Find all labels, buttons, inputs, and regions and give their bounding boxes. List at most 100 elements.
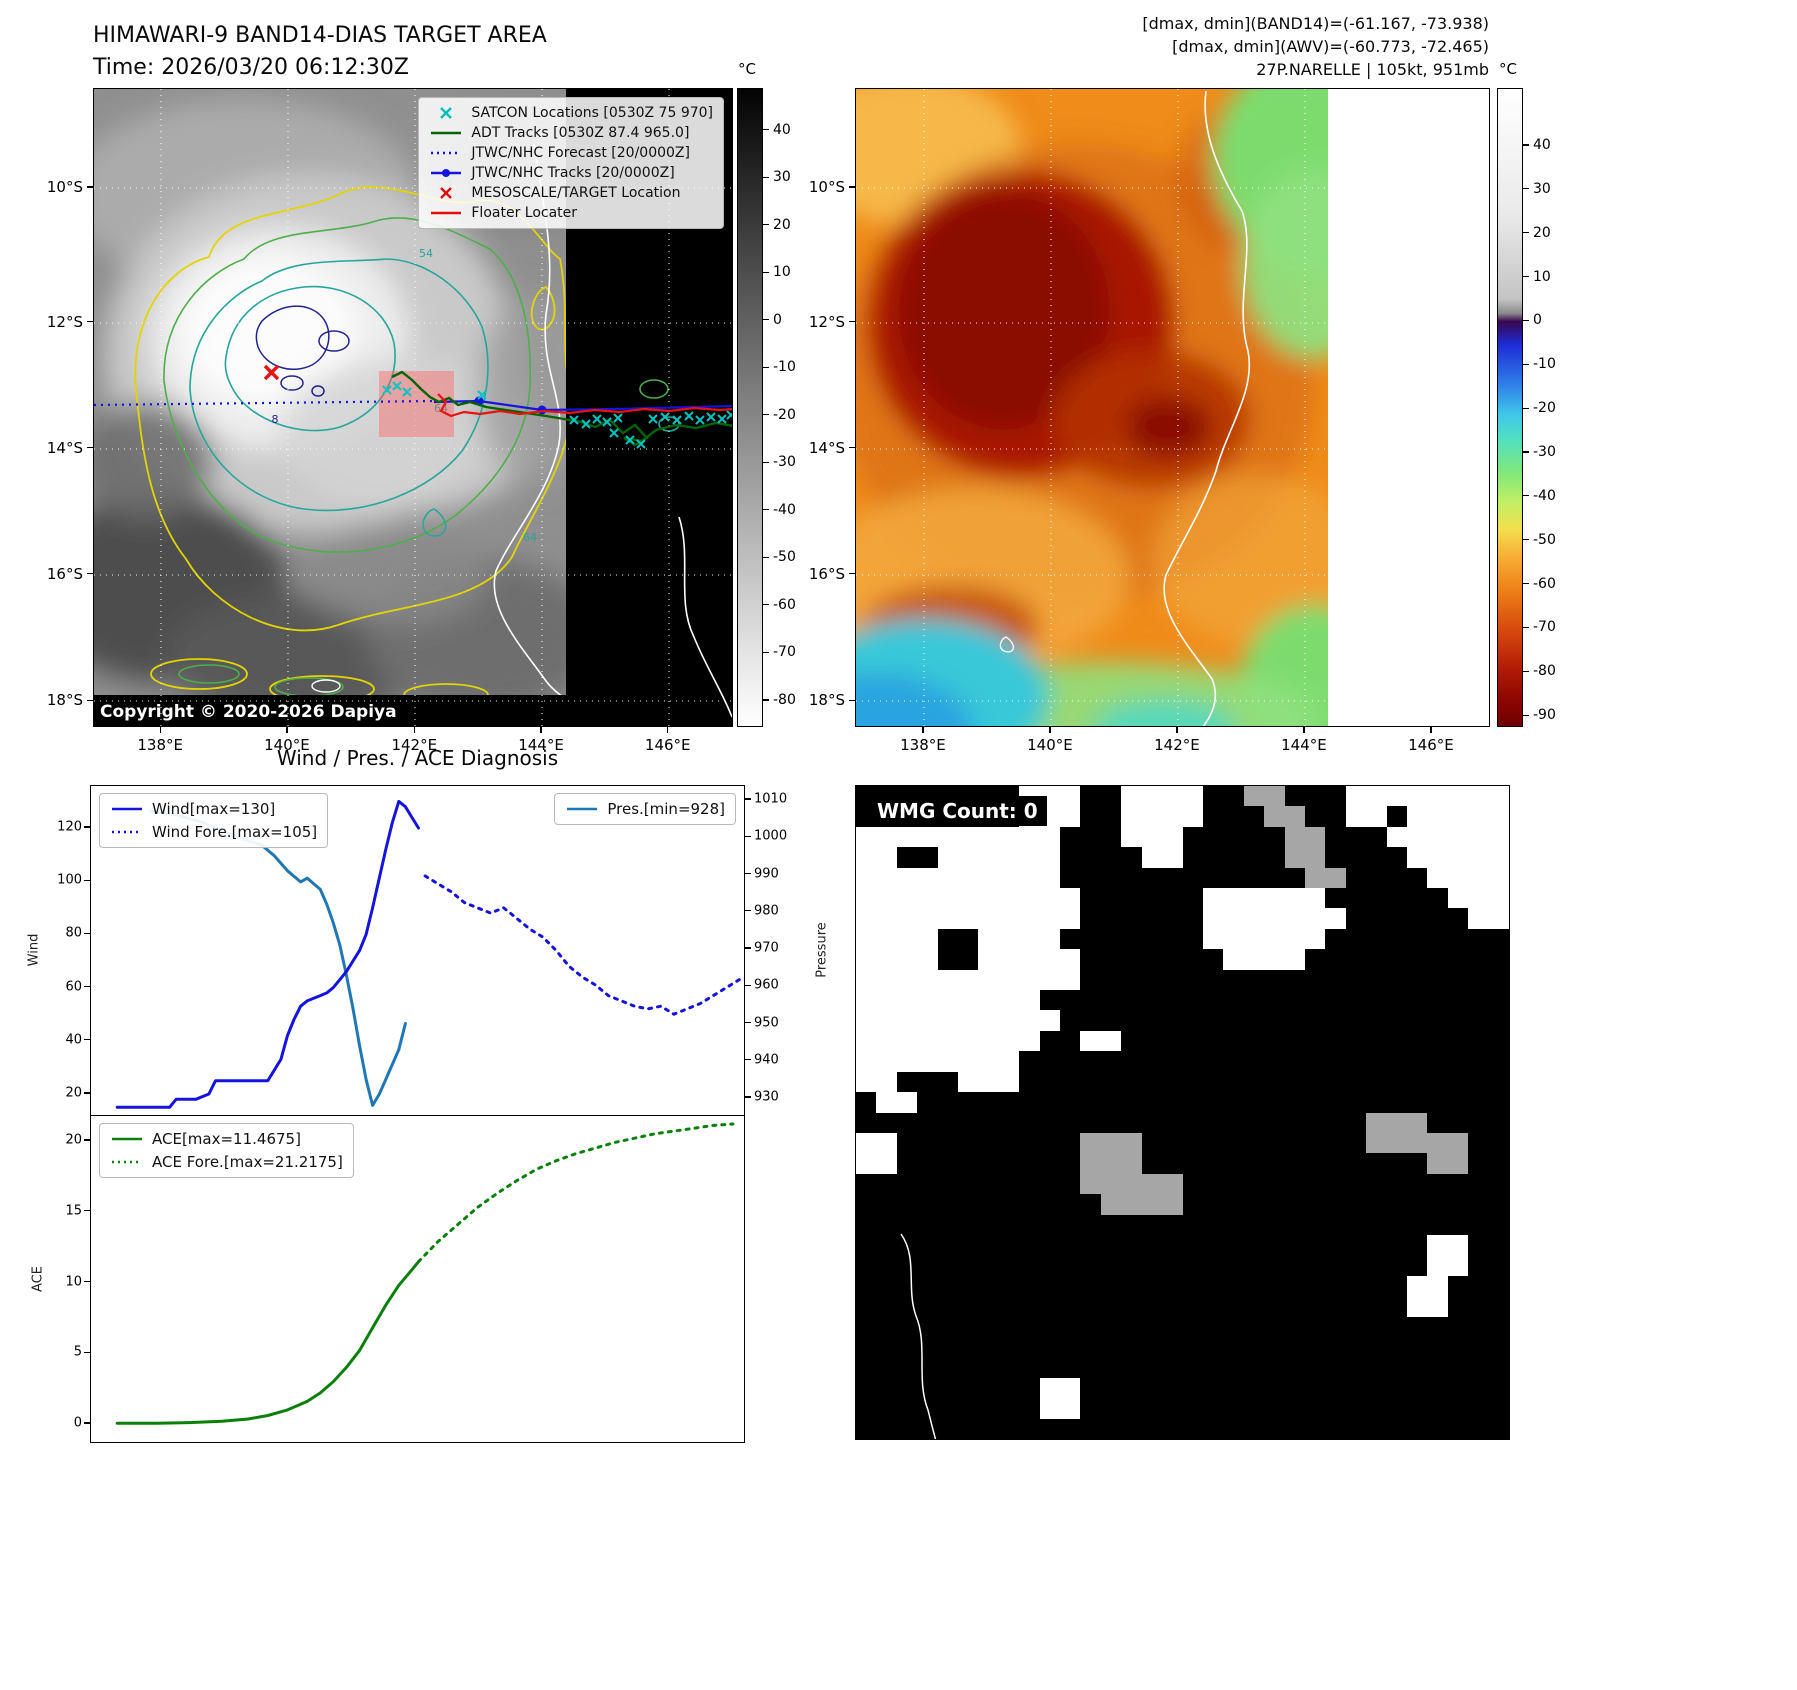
- colorbar-tick-label: -30: [1533, 444, 1556, 460]
- offshore-details: [639, 379, 732, 718]
- tick-mark: [763, 224, 769, 226]
- colorbar-tick-label: -10: [1533, 356, 1556, 373]
- solid-legend-icon: [112, 1137, 142, 1141]
- jtwc-forecast-track: [94, 399, 435, 407]
- colorbar-tick-label: 0: [773, 311, 782, 328]
- legend-item: MESOSCALE/TARGET Location: [429, 185, 713, 201]
- svg-text:8: 8: [272, 413, 279, 426]
- axis-tick-label: 5: [73, 1344, 82, 1360]
- colorbar-tick-label: 30: [773, 169, 791, 186]
- awv-enhanced-ir-clouds: [856, 89, 1328, 726]
- legend-label: Pres.[min=928]: [607, 800, 725, 818]
- tick-mark: [84, 1139, 90, 1141]
- colorbar-tick-label: -60: [1533, 575, 1556, 592]
- dmax-dmin-band14: [dmax, dmin](BAND14)=(-61.167, -73.938): [1142, 14, 1489, 33]
- tick-mark: [849, 186, 855, 188]
- colorbar-tick-label: -90: [1533, 707, 1556, 724]
- colorbar-tick-label: -60: [773, 596, 796, 613]
- tick-mark: [763, 129, 769, 131]
- axis-tick-label: 140°E: [264, 736, 310, 754]
- tick-mark: [87, 186, 93, 188]
- tick-mark: [745, 835, 751, 837]
- tick-mark: [84, 1092, 90, 1094]
- tick-mark: [87, 573, 93, 575]
- legend-item: ACE[max=11.4675]: [110, 1130, 343, 1148]
- tick-mark: [745, 872, 751, 875]
- colorbar-tick-label: 10: [773, 264, 791, 281]
- colorbar-tick-label: -30: [773, 454, 796, 471]
- tick-mark: [745, 947, 751, 949]
- legend-item: Floater Locater: [429, 205, 713, 221]
- legend-label: Floater Locater: [471, 205, 578, 221]
- awv-satellite-image: [856, 89, 1489, 726]
- solid-legend-icon: [431, 211, 462, 215]
- colorbar-tick-label: 20: [773, 216, 791, 233]
- tick-mark: [84, 986, 90, 988]
- copyright-text: Copyright © 2020-2026 Dapiya: [100, 702, 397, 722]
- legend-label: JTWC/NHC Forecast [20/0000Z]: [471, 145, 690, 161]
- wind-pressure-chart: Wind[max=130] Wind Fore.[max=105] Pres.[m…: [90, 785, 745, 1115]
- tick-mark: [84, 826, 90, 828]
- colorbar-tick-label: 0: [1533, 312, 1542, 329]
- axis-tick-label: 20: [65, 1085, 82, 1101]
- tick-mark: [84, 1422, 90, 1424]
- tick-mark: [286, 727, 288, 733]
- tick-mark: [763, 556, 769, 558]
- tick-mark: [1523, 407, 1529, 409]
- colorbar-tick-label: -80: [1533, 663, 1556, 680]
- axis-tick-label: 950: [754, 1015, 779, 1030]
- band14-time: Time: 2026/03/20 06:12:30Z: [93, 54, 409, 80]
- tick-mark: [413, 727, 415, 733]
- tick-mark: [84, 1280, 90, 1283]
- temperature-contours: [134, 186, 566, 695]
- tick-mark: [540, 727, 542, 733]
- tick-mark: [849, 447, 855, 449]
- tick-mark: [763, 651, 769, 653]
- dotted-legend-icon: [112, 830, 142, 834]
- tick-mark: [1176, 727, 1178, 733]
- line-dot-legend-icon: [431, 169, 462, 177]
- tick-mark: [1523, 539, 1529, 541]
- legend-label: ADT Tracks [0530Z 87.4 965.0]: [471, 125, 690, 141]
- tick-mark: [1523, 626, 1529, 629]
- axis-tick-label: 146°E: [1408, 736, 1454, 754]
- tick-mark: [1523, 232, 1529, 234]
- axis-tick-label: 142°E: [1154, 736, 1200, 754]
- tick-mark: [745, 1021, 751, 1024]
- colorbar-tick-label: -70: [1533, 619, 1556, 636]
- tick-mark: [84, 1210, 90, 1212]
- tick-mark: [1523, 319, 1529, 322]
- solid-legend-icon: [112, 807, 142, 811]
- axis-tick-label: 1010: [754, 791, 788, 807]
- awv-colorbar: [1497, 88, 1523, 727]
- series-ace-max-11-4675-: [115, 1260, 420, 1425]
- tick-mark: [745, 1096, 751, 1098]
- legend-item: ADT Tracks [0530Z 87.4 965.0]: [429, 125, 713, 141]
- tick-mark: [745, 798, 751, 800]
- floater-track: [437, 393, 732, 418]
- legend-item: JTWC/NHC Tracks [20/0000Z]: [429, 165, 713, 181]
- axis-tick-label: 980: [754, 903, 779, 919]
- band14-title-block: HIMAWARI-9 BAND14-DIAS TARGET AREA Time:…: [93, 20, 547, 84]
- tick-mark: [1303, 727, 1305, 733]
- axis-tick-label: 144°E: [518, 736, 564, 754]
- pressure-legend: Pres.[min=928]: [554, 793, 736, 825]
- axis-tick-label: 940: [754, 1052, 779, 1068]
- axis-tick-label: 40: [65, 1032, 82, 1048]
- tick-mark: [1430, 727, 1432, 733]
- tick-mark: [1523, 714, 1529, 716]
- tick-mark: [1523, 670, 1529, 672]
- tick-mark: [849, 699, 855, 701]
- diagnosis-title: Wind / Pres. / ACE Diagnosis: [276, 746, 559, 770]
- axis-tick-label: 1000: [754, 828, 788, 844]
- axis-tick-label: 10: [65, 1274, 82, 1289]
- axis-tick-label: 138°E: [137, 736, 183, 754]
- colorbar-tick-label: 40: [773, 121, 791, 138]
- colorbar-tick-label: -50: [773, 549, 796, 566]
- tick-mark: [84, 1039, 90, 1041]
- axis-tick-label: 0: [73, 1415, 82, 1431]
- ace-chart: ACE[max=11.4675] ACE Fore.[max=21.2175]: [90, 1115, 745, 1443]
- colorbar-tick-label: 30: [1533, 180, 1551, 197]
- legend-label: ACE[max=11.4675]: [152, 1130, 301, 1148]
- tick-mark: [763, 414, 769, 416]
